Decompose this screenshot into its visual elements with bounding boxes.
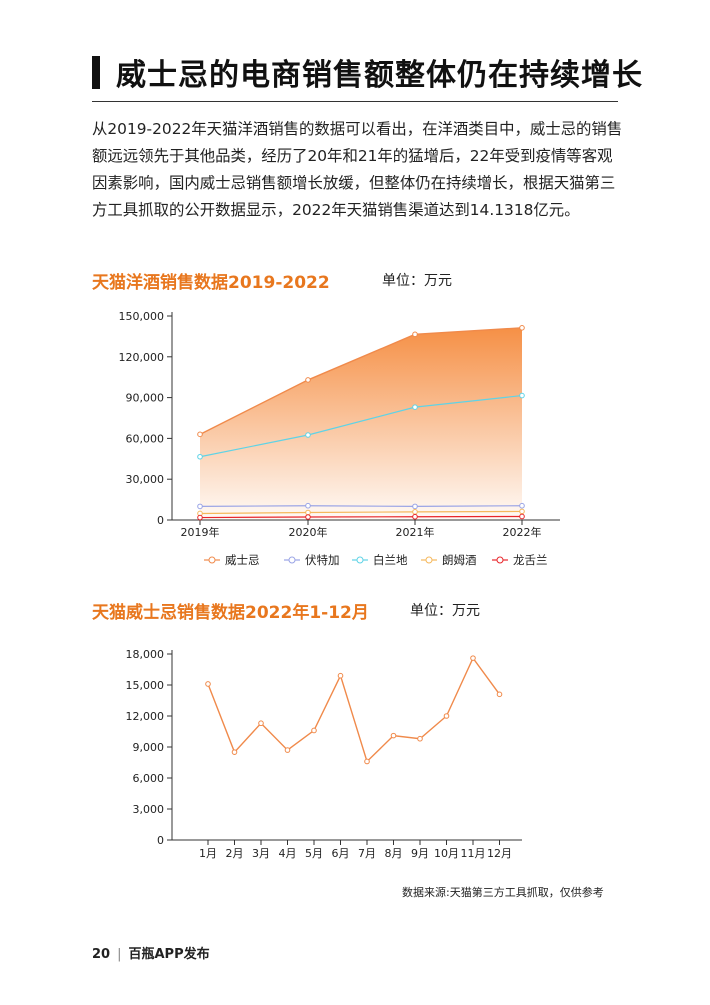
whisky-monthly-point bbox=[417, 735, 423, 742]
title-divider bbox=[92, 101, 618, 102]
chart1-unit: 单位：万元 bbox=[382, 273, 452, 289]
whisky-monthly-line-chart: 0 3,000 6,000 9,000 12,000 15,000 18,000 1月 2月 3月… bbox=[126, 648, 522, 860]
legend-swatch-dot-1 bbox=[288, 556, 296, 564]
page-title: 威士忌的电商销售额整体仍在持续增长 bbox=[116, 58, 643, 93]
chart2-x-tick-label: 2月 bbox=[226, 847, 244, 860]
series-line-3 bbox=[199, 510, 523, 515]
series-area-0 bbox=[200, 327, 522, 520]
chart2-x-tick-label: 6月 bbox=[332, 847, 350, 860]
whisky-monthly-point bbox=[470, 655, 476, 661]
chart2-x-tick-label: 5月 bbox=[305, 847, 323, 860]
chart2-x-tick-label: 1月 bbox=[199, 847, 217, 860]
liquor-sales-area-chart: 0 30,000 60,000 90,000 120,000 150,000 2019年 20… bbox=[119, 310, 560, 567]
legend-label-0: 威士忌 bbox=[225, 553, 260, 567]
series-point-4 bbox=[197, 514, 203, 521]
series-line-1 bbox=[199, 505, 523, 508]
legend-label-3: 朗姆酒 bbox=[442, 553, 477, 567]
title-accent-bar bbox=[92, 56, 100, 89]
whisky-monthly-point bbox=[364, 758, 370, 765]
chart1-x-tick-label: 2021年 bbox=[396, 525, 435, 539]
chart2-y-tick-label: 18,000 bbox=[126, 648, 165, 661]
chart2-x-tick-label: 12月 bbox=[487, 847, 512, 860]
chart2-y-tick-label: 3,000 bbox=[133, 803, 165, 816]
chart1-y-tick-label: 30,000 bbox=[126, 473, 165, 486]
chart1-title: 天猫洋酒销售数据2019-2022 bbox=[92, 273, 330, 293]
series-point-2 bbox=[305, 432, 311, 438]
chart2-y-tick-label: 15,000 bbox=[126, 679, 165, 692]
legend-swatch-dot-3 bbox=[425, 556, 433, 564]
chart2-title: 天猫威士忌销售数据2022年1-12月 bbox=[92, 603, 369, 623]
series-point-0 bbox=[305, 377, 311, 383]
legend-label-1: 伏特加 bbox=[305, 553, 340, 567]
legend-swatch-dot-0 bbox=[208, 556, 216, 564]
chart2-unit: 单位：万元 bbox=[410, 603, 480, 619]
whisky-monthly-point bbox=[496, 691, 503, 698]
whisky-monthly-point bbox=[231, 749, 238, 755]
chart1-y-tick-label: 150,000 bbox=[119, 310, 165, 323]
whisky-monthly-line bbox=[207, 656, 501, 763]
series-point-1 bbox=[412, 503, 418, 510]
series-point-4 bbox=[305, 514, 311, 520]
series-point-0 bbox=[197, 431, 203, 438]
whisky-monthly-point bbox=[284, 747, 291, 753]
chart1-y-tick-label: 120,000 bbox=[119, 351, 165, 364]
legend-swatch-dot-2 bbox=[356, 556, 364, 564]
whisky-monthly-point bbox=[390, 732, 397, 739]
legend-swatch-dot-4 bbox=[496, 556, 504, 564]
series-line-2 bbox=[199, 394, 523, 458]
page-number: 20 bbox=[92, 947, 111, 962]
chart2-x-tick-label: 4月 bbox=[279, 847, 297, 860]
series-point-0 bbox=[412, 331, 418, 338]
footer-separator: | bbox=[117, 947, 122, 962]
chart2-x-tick-label: 11月 bbox=[461, 847, 486, 860]
chart2-x-tick-label: 3月 bbox=[252, 847, 270, 860]
chart1-x-tick-label: 2020年 bbox=[289, 525, 328, 539]
series-point-4 bbox=[412, 513, 418, 520]
series-point-1 bbox=[197, 503, 203, 510]
chart2-y-tick-label: 9,000 bbox=[133, 741, 165, 754]
chart2-y-tick-label: 0 bbox=[157, 834, 164, 847]
series-line-0 bbox=[199, 327, 523, 435]
chart1-y-tick-label: 0 bbox=[157, 514, 164, 527]
whisky-monthly-point bbox=[443, 713, 450, 719]
whisky-monthly-point bbox=[311, 727, 317, 734]
data-source-note: 数据来源:天猫第三方工具抓取，仅供参考 bbox=[402, 886, 604, 899]
chart1-x-tick-label: 2022年 bbox=[503, 525, 542, 539]
chart1-y-tick-label: 90,000 bbox=[126, 392, 165, 405]
chart2-x-tick-label: 10月 bbox=[434, 847, 459, 860]
intro-paragraph: 从2019-2022年天猫洋酒销售的数据可以看出，在洋酒类目中，威士忌的销售额远… bbox=[92, 120, 623, 219]
legend-label-2: 白兰地 bbox=[373, 553, 408, 567]
chart2-y-tick-label: 6,000 bbox=[133, 772, 165, 785]
series-point-1 bbox=[519, 502, 525, 509]
whisky-monthly-point bbox=[205, 681, 211, 687]
page-footer: 20 | 百瓶APP发布 bbox=[92, 943, 210, 962]
series-point-2 bbox=[197, 453, 203, 460]
series-point-2 bbox=[519, 392, 525, 399]
series-point-3 bbox=[305, 509, 311, 516]
series-point-2 bbox=[412, 404, 418, 410]
chart2-y-tick-label: 12,000 bbox=[126, 710, 165, 723]
series-point-3 bbox=[519, 508, 525, 515]
series-point-1 bbox=[305, 502, 311, 509]
chart2-x-tick-label: 7月 bbox=[358, 847, 376, 860]
legend-label-4: 龙舌兰 bbox=[513, 553, 548, 567]
chart1-y-tick-label: 60,000 bbox=[126, 432, 165, 445]
series-point-3 bbox=[412, 509, 418, 515]
series-point-0 bbox=[519, 325, 525, 331]
whisky-monthly-point bbox=[258, 720, 264, 727]
publisher-label: 百瓶APP发布 bbox=[128, 947, 210, 962]
chart2-x-tick-label: 9月 bbox=[411, 847, 429, 860]
chart1-x-tick-label: 2019年 bbox=[181, 525, 220, 539]
series-point-4 bbox=[519, 513, 525, 520]
chart2-x-tick-label: 8月 bbox=[385, 847, 403, 860]
whisky-monthly-point bbox=[337, 672, 344, 679]
series-line-4 bbox=[199, 515, 523, 519]
